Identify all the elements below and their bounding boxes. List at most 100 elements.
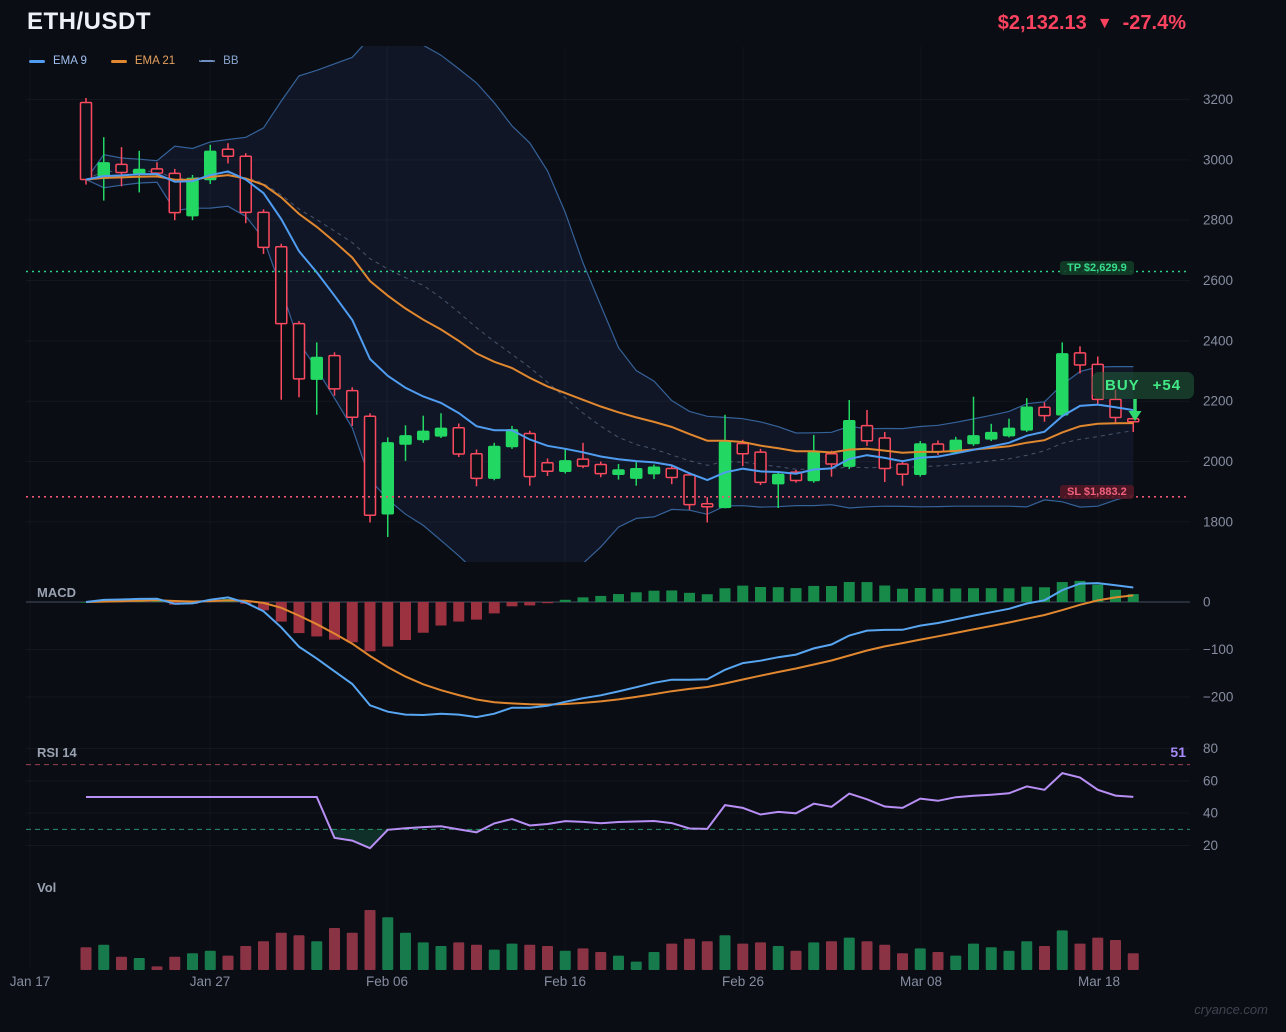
- macd-histogram-bar: [258, 602, 269, 611]
- volume-bar: [1092, 937, 1104, 970]
- axis-labels: 3200 3000 2800 2600 2400 2200 2000 1800 0 −100 −20…: [10, 92, 1234, 989]
- grid-lines: [26, 99, 1190, 847]
- macd-line: [85, 582, 1134, 719]
- volume-bar: [932, 952, 944, 970]
- volume-bar: [559, 950, 571, 970]
- volume-bar: [648, 952, 660, 970]
- volume-bar: [666, 943, 678, 970]
- macd-panel-label: MACD: [37, 585, 76, 600]
- macd-histogram-bar: [1127, 594, 1139, 602]
- svg-text:−200: −200: [1203, 690, 1233, 705]
- macd-histogram-bar: [719, 588, 731, 602]
- macd-histogram-bar: [737, 585, 749, 602]
- volume-bar: [417, 942, 429, 970]
- macd-histogram-bar: [790, 588, 802, 602]
- candle-body: [363, 415, 377, 516]
- bb-swatch-icon: [199, 60, 216, 62]
- volume-bar: [400, 932, 411, 970]
- macd-panel[interactable]: [80, 580, 1139, 719]
- bollinger-fill: [86, 46, 1134, 562]
- volume-bar: [968, 943, 979, 970]
- svg-text:Feb 26: Feb 26: [722, 974, 764, 989]
- macd-histogram-bar: [701, 594, 713, 602]
- legend-item-ema-9[interactable]: EMA 9: [29, 55, 87, 67]
- macd-histogram-bar: [755, 587, 766, 602]
- ema9-line: [85, 170, 1134, 482]
- buy-signal-badge[interactable]: BUY +54: [1092, 372, 1195, 399]
- macd-histogram-bar: [932, 588, 944, 602]
- candle-body: [878, 437, 891, 470]
- candle-body: [1038, 406, 1051, 417]
- main-price-panel[interactable]: [79, 38, 1140, 594]
- svg-text:Jan 17: Jan 17: [10, 974, 51, 989]
- svg-text:Jan 27: Jan 27: [190, 974, 231, 989]
- macd-histogram-bar: [613, 594, 624, 602]
- candle-body: [630, 468, 643, 479]
- svg-text:Mar 18: Mar 18: [1078, 974, 1120, 989]
- candle-body: [417, 430, 430, 441]
- legend-item-ema-21[interactable]: EMA 21: [110, 55, 175, 67]
- candle-body: [736, 442, 749, 455]
- stop-loss-label: SL $1,883.2: [1060, 485, 1134, 499]
- volume-bar: [382, 917, 394, 970]
- volume-panel-label: Vol: [37, 880, 57, 895]
- volume-bar: [506, 943, 518, 970]
- macd-histogram-bar: [897, 588, 908, 602]
- price-change: -27.4%: [1122, 12, 1186, 34]
- rsi-line[interactable]: [86, 771, 1134, 850]
- svg-text:2200: 2200: [1203, 394, 1233, 409]
- volume-bar: [1003, 950, 1015, 970]
- macd-histogram-bar: [559, 599, 571, 602]
- candle-body: [434, 427, 448, 437]
- macd-histogram-bar: [275, 602, 287, 622]
- volume-bar: [240, 946, 252, 970]
- volume-bar: [204, 950, 216, 970]
- macd-histogram-bar: [400, 602, 411, 640]
- volume-bar: [595, 952, 607, 970]
- candle-body: [168, 172, 181, 214]
- candle-body: [381, 442, 394, 515]
- candle-body: [843, 420, 856, 467]
- volume-bar: [985, 947, 997, 970]
- volume-bar: [719, 935, 731, 970]
- candle-body: [488, 445, 501, 479]
- candle-body: [257, 211, 270, 249]
- volume-bar: [879, 944, 891, 970]
- volume-bar: [950, 955, 962, 970]
- candle-body: [523, 432, 536, 478]
- candle-body: [310, 356, 323, 380]
- candle-body: [186, 177, 199, 217]
- macd-histogram-bar: [346, 602, 358, 643]
- macd-histogram-bar: [506, 602, 518, 607]
- macd-histogram-bar: [630, 592, 642, 602]
- macd-histogram-bar: [1039, 587, 1050, 602]
- volume-bar: [222, 955, 234, 970]
- ema21-line: [85, 174, 1134, 454]
- macd-histogram-bar: [968, 588, 979, 602]
- volume-bar: [1039, 946, 1050, 970]
- macd-histogram-bar: [684, 592, 695, 602]
- candle-body: [1127, 417, 1140, 423]
- rsi-oversold-fill: [330, 829, 393, 849]
- volume-bar: [453, 942, 465, 970]
- price-down-arrow-icon: ▼: [1096, 14, 1113, 32]
- candle-body: [541, 461, 554, 472]
- macd-histogram-bar: [985, 588, 997, 602]
- candle-body: [150, 168, 164, 174]
- take-profit-label: TP $2,629.9: [1060, 261, 1134, 275]
- rsi-panel-label: RSI 14: [37, 745, 77, 760]
- volume-bar: [98, 944, 110, 970]
- candle-body: [1056, 353, 1069, 416]
- volume-bar: [329, 928, 340, 970]
- macd-histogram-bar: [329, 602, 340, 640]
- macd-histogram-bar: [311, 602, 323, 637]
- volume-bar: [613, 955, 624, 970]
- volume-bar: [684, 938, 695, 970]
- last-price: $2,132.13: [997, 12, 1087, 34]
- macd-histogram-bar: [1092, 584, 1104, 602]
- macd-histogram-bar: [666, 590, 678, 602]
- legend-item-bb[interactable]: BB: [199, 55, 239, 67]
- volume-panel[interactable]: [80, 910, 1139, 970]
- last-price-group: $2,132.13 ▼ -27.4%: [998, 12, 1186, 35]
